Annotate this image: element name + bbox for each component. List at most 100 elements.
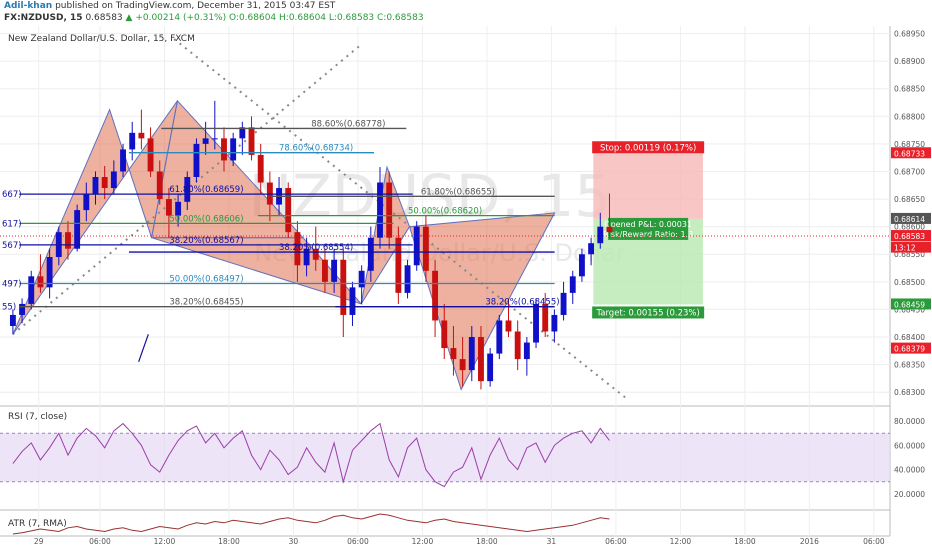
fib-edge-label: 497) — [2, 279, 22, 289]
fib-edge-label: 55) — [2, 303, 16, 313]
candle-body — [230, 138, 237, 161]
fib-levels: 88.60%(0.68778) 78.60%(0.68734) 61.80%(0.6… — [2, 119, 560, 312]
candle-body — [19, 303, 26, 315]
price-change: +0.00214 (+0.31%) — [135, 13, 227, 23]
fib-level-label: 88.60%(0.68778) — [311, 119, 385, 129]
price-tick-label: 0.68450 — [894, 305, 925, 314]
time-tick-label: 31 — [547, 537, 557, 546]
candle-body — [46, 257, 53, 288]
price-badge-bg — [891, 342, 931, 354]
candle-body — [597, 226, 604, 244]
fib-edge-label: 667) — [2, 190, 22, 200]
atr-label: ATR (7, RMA) — [8, 519, 67, 529]
fib-level-label: 38.20%(0.68554) — [279, 243, 353, 253]
candle-body — [441, 320, 448, 349]
candles — [9, 100, 613, 390]
rsi-tick-label: 20.0000 — [894, 490, 925, 499]
target-label-bg — [592, 306, 705, 319]
long-position-tool[interactable]: Stop: 0.00119 (0.17%) Target: 0.00155 (0.… — [592, 141, 705, 319]
price-badge-bg — [891, 230, 931, 242]
candle-body — [74, 210, 81, 249]
candle-body — [487, 353, 494, 382]
price-badge-label: 0.68583 — [894, 232, 925, 241]
time-tick-label: 06:00 — [89, 537, 111, 546]
fib-level-label: 38.20%(0.68455) — [485, 298, 559, 308]
candle-body — [340, 259, 347, 315]
fib-level-label: 50.00%(0.68620) — [408, 207, 482, 217]
atr-line — [12, 513, 610, 535]
price-tick-label: 0.68350 — [894, 361, 925, 370]
price-tick-label: 0.68800 — [894, 112, 925, 121]
candle-body — [349, 287, 356, 315]
time-tick-label: 12:00 — [154, 537, 176, 546]
candle-body — [422, 226, 429, 271]
candle-body — [551, 314, 558, 332]
candle-body — [37, 276, 44, 288]
time-tick-label: 18:00 — [734, 537, 756, 546]
stop-zone — [593, 153, 703, 219]
rsi-band — [0, 433, 890, 482]
price-tick-label: 0.68950 — [894, 30, 925, 39]
time-tick-label: 18:00 — [218, 537, 240, 546]
price-badge-bg — [891, 298, 931, 310]
time-axis[interactable]: 29 06:00 12:00 18:00 30 06:00 12:00 18:00 31 06:0… — [34, 537, 885, 546]
pnl-box-bg — [608, 217, 689, 240]
candle-body — [28, 276, 35, 304]
candle-body — [184, 176, 191, 202]
price-tick-label: 0.68650 — [894, 195, 925, 204]
chart-area[interactable]: NZDUSD, 15 New Zealand Dollar/U.S. Dolla… — [0, 26, 932, 550]
atr-pane: ATR (7, RMA) — [8, 513, 610, 535]
price-badge-bg — [891, 241, 931, 253]
price-tick-label: 0.68850 — [894, 85, 925, 94]
candle-body — [331, 259, 338, 282]
symbol[interactable]: FX:NZDUSD, 15 — [4, 13, 83, 23]
target-label: Target: 0.00155 (0.23%) — [595, 308, 699, 318]
candle-body — [221, 138, 227, 161]
author-link[interactable]: Adil-khan — [4, 1, 53, 11]
price-tick-label: 0.68700 — [894, 167, 925, 176]
risk-reward-label: Risk/Reward Ratio: 1.3 — [603, 230, 693, 239]
time-tick-label: 06:00 — [605, 537, 627, 546]
fib-edge-label: 567) — [2, 241, 22, 251]
fib-edge-label: 617) — [2, 219, 22, 229]
time-tick-label: 12:00 — [412, 537, 434, 546]
ohlc-values: O:0.68604 H:0.68604 L:0.68583 C:0.68583 — [228, 13, 424, 23]
candle-body — [514, 331, 521, 360]
candle-body — [459, 359, 466, 371]
price-tick-label: 0.68750 — [894, 140, 925, 149]
price-axis[interactable]: 0.68300 0.68350 0.68400 0.68450 0.68500 0.685… — [891, 30, 931, 499]
candle-body — [248, 127, 255, 155]
fib-level-label: 61.80%(0.68655) — [421, 187, 495, 197]
rsi-tick-label: 60.0000 — [894, 441, 925, 450]
candle-body — [322, 259, 328, 282]
up-arrow-icon: ▲ — [125, 13, 133, 23]
rsi-tick-label: 80.0000 — [894, 417, 925, 426]
candle-body — [468, 337, 475, 371]
candle-body — [211, 138, 218, 140]
time-tick-label: 18:00 — [476, 537, 498, 546]
candle-body — [165, 199, 172, 216]
candle-body — [404, 265, 411, 293]
candle-body — [578, 254, 585, 277]
fib-level-label: 50.00%(0.68497) — [169, 274, 243, 284]
candle-body — [560, 292, 567, 315]
candle-body — [606, 226, 613, 233]
fib-level-label: 50.00%(0.68606) — [169, 214, 243, 224]
candle-body — [386, 182, 393, 238]
candle-body — [496, 320, 503, 354]
candle-body — [450, 348, 457, 360]
price-tick-label: 0.68550 — [894, 250, 925, 259]
fib-level-label: 61.80%(0.68659) — [169, 185, 243, 195]
candle-body — [588, 243, 595, 255]
candle-body — [175, 201, 182, 216]
candle-body — [358, 270, 365, 288]
price-badge-bg — [891, 212, 931, 224]
candle-body — [312, 248, 319, 260]
candle-body — [110, 171, 117, 189]
candle-body — [432, 270, 439, 321]
time-tick-label: 06:00 — [347, 537, 369, 546]
candle-body — [101, 176, 108, 189]
candle-body — [569, 276, 576, 293]
candle-body — [395, 237, 402, 293]
candle-body — [533, 303, 539, 343]
